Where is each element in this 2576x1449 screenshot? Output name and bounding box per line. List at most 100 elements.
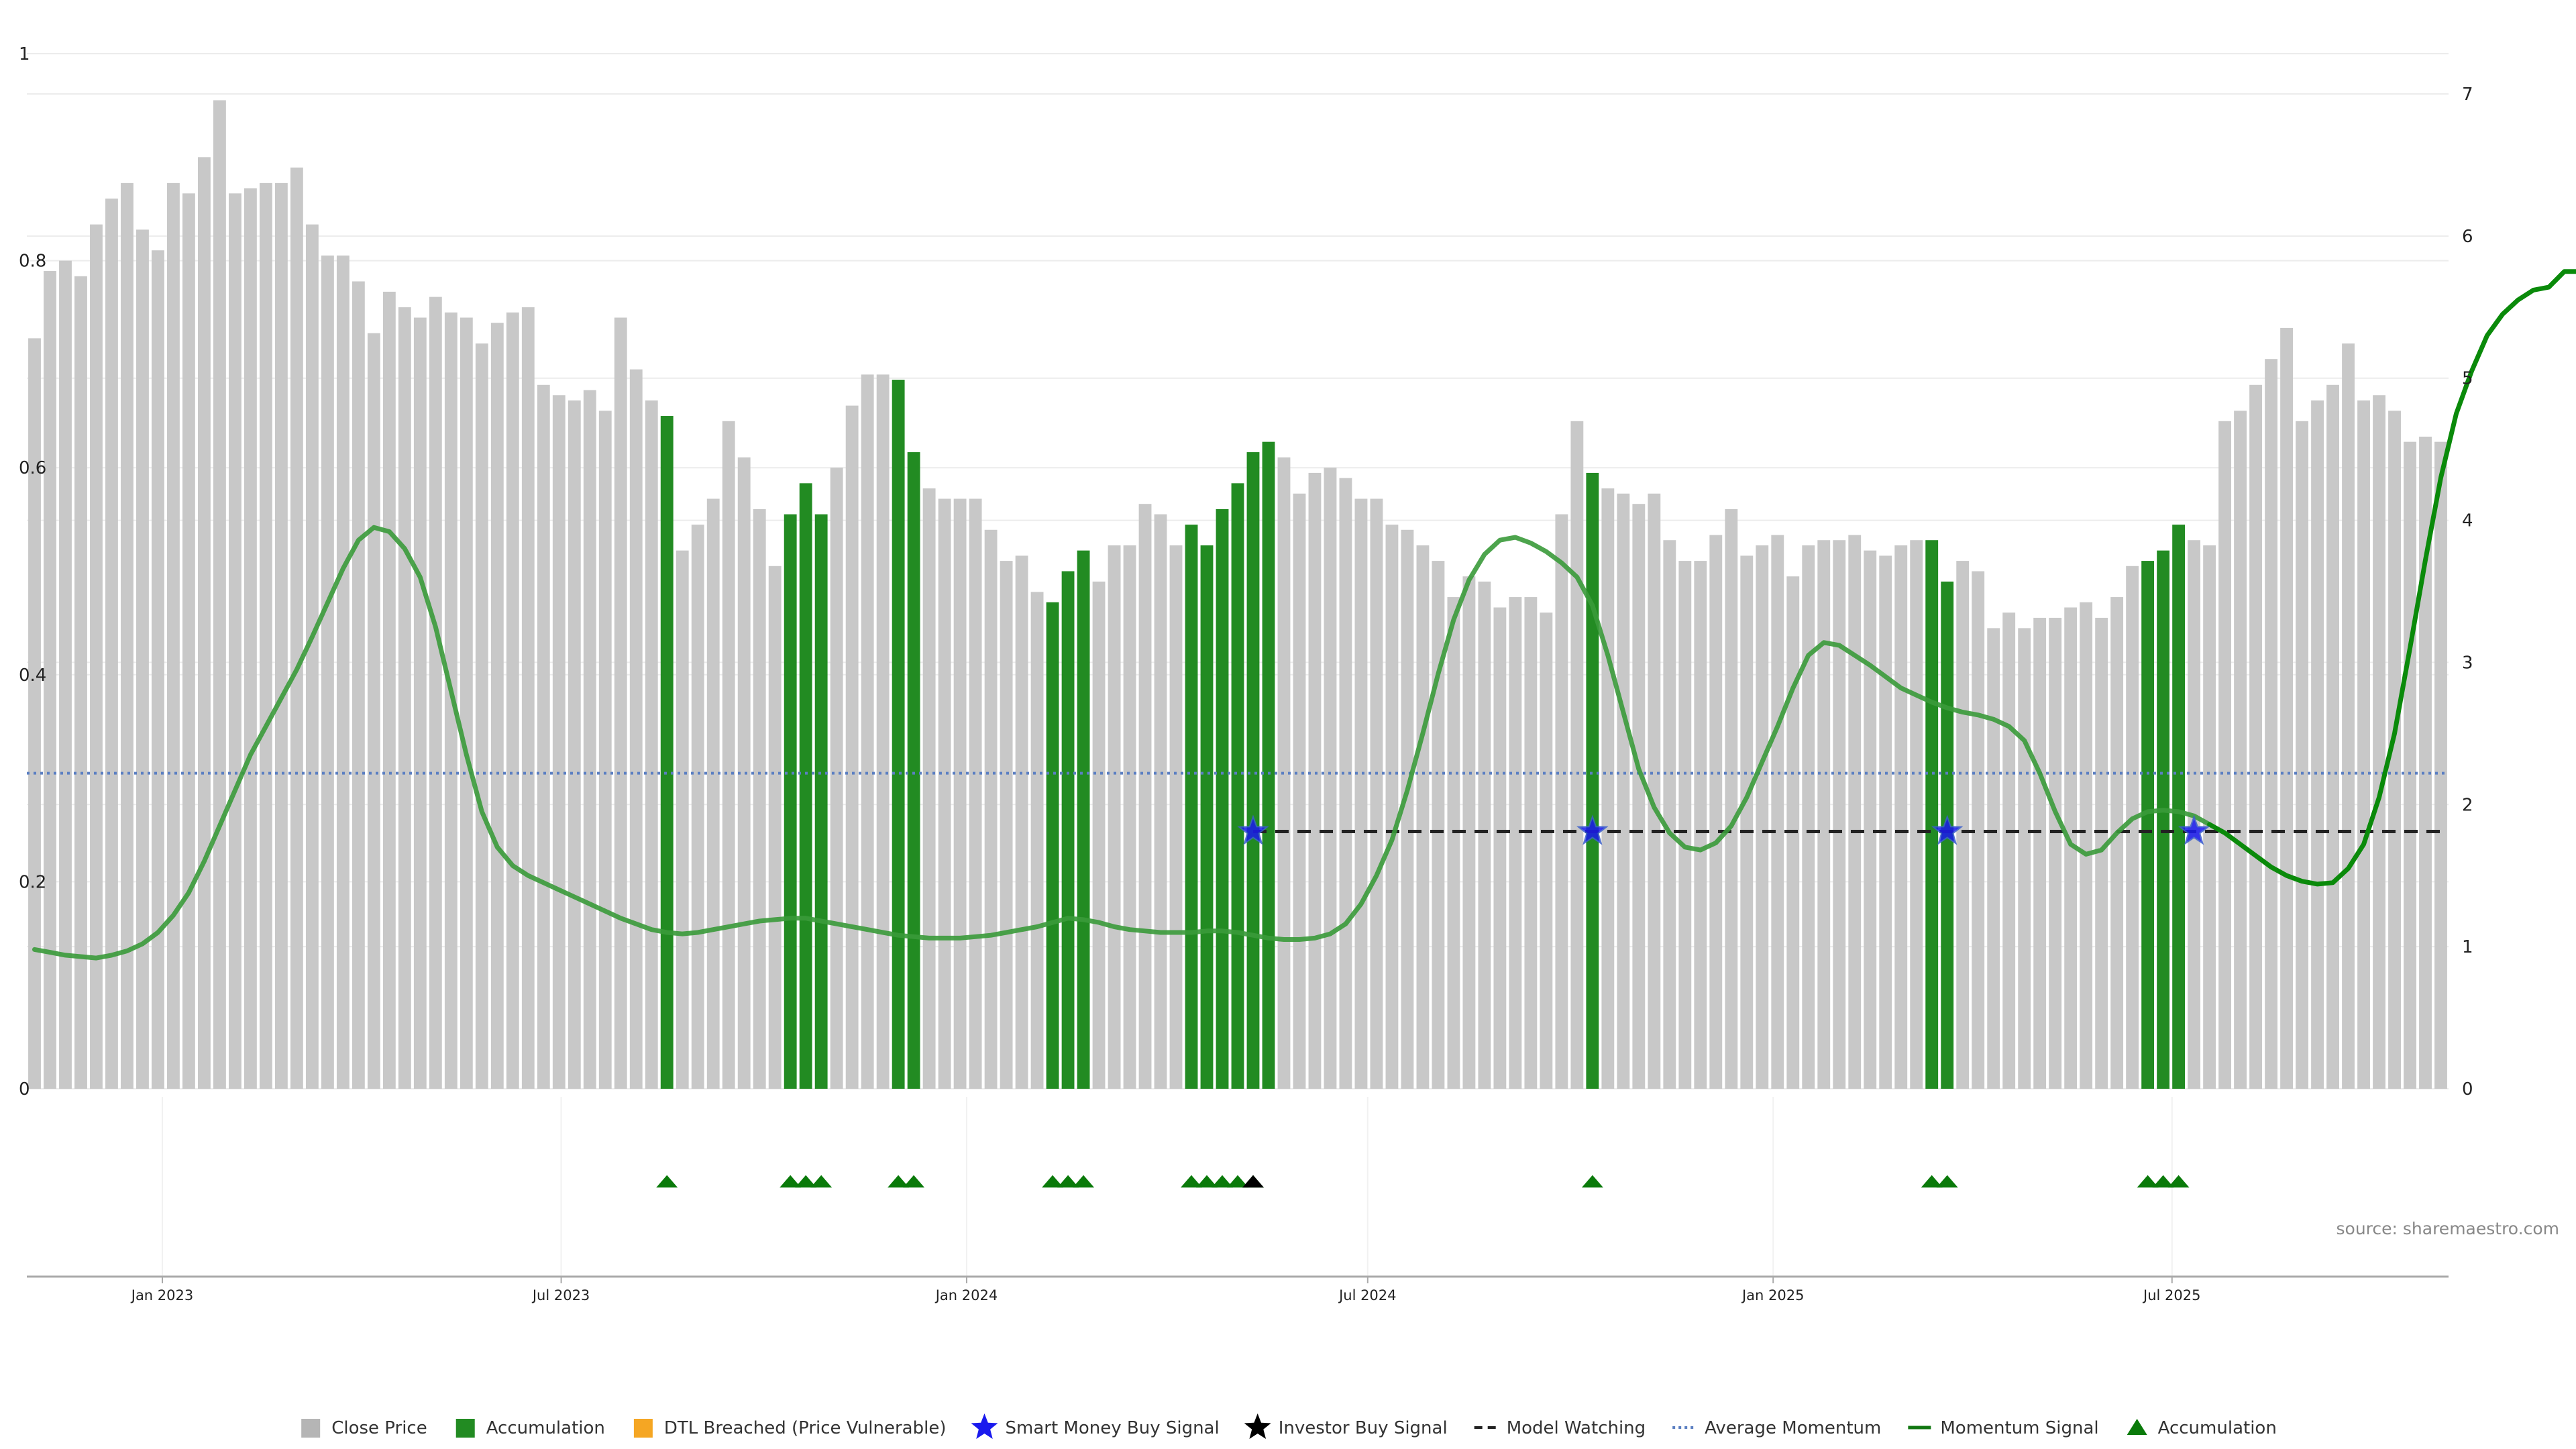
close-price-bar (1894, 545, 1908, 1089)
accumulation-markers (656, 1175, 2190, 1188)
close-price-bar (413, 317, 427, 1089)
close-price-bar (2373, 395, 2385, 1089)
close-price-bar (244, 188, 257, 1089)
close-price-bar (460, 317, 473, 1089)
accumulation-marker (1936, 1175, 1958, 1188)
close-price-bar (182, 193, 195, 1089)
accumulation-bar (1216, 508, 1229, 1089)
close-price-bar (2080, 602, 2093, 1089)
left-tick-label: 0.6 (19, 458, 46, 478)
close-price-bar (1416, 545, 1430, 1089)
close-price-bar (197, 157, 211, 1089)
smart-money-buy-star (1931, 814, 1964, 845)
close-price-bar (2388, 411, 2401, 1089)
close-price-bar (490, 323, 504, 1089)
close-price-bar (2296, 421, 2308, 1089)
accumulation-bar (2141, 561, 2155, 1089)
close-price-bar (1678, 561, 1692, 1089)
x-tick-label: Jan 2025 (1741, 1287, 1805, 1303)
close-price-bar (1293, 493, 1306, 1089)
close-price-bar (753, 508, 766, 1089)
legend-symbol-square (455, 1419, 475, 1438)
close-price-bar (2280, 327, 2293, 1089)
close-price-bar (1324, 468, 1337, 1089)
close-price-bar (2357, 400, 2370, 1089)
legend-label: Accumulation (486, 1418, 605, 1438)
close-price-bar (1030, 592, 1044, 1089)
close-price-bar (938, 498, 951, 1089)
accumulation-marker (1196, 1175, 1218, 1188)
indicator-lines (27, 269, 2576, 961)
accumulation-bar (2157, 550, 2170, 1089)
accumulation-bar (907, 452, 920, 1089)
right-tick-label: 1 (2462, 937, 2473, 957)
close-price-bar (969, 498, 982, 1089)
legend-item: Accumulation (455, 1418, 605, 1438)
close-price-bar (382, 291, 396, 1089)
accumulation-bar (1925, 540, 1939, 1089)
close-price-bar (845, 405, 859, 1089)
accumulation-bar (1185, 525, 1198, 1089)
right-tick-label: 3 (2462, 653, 2473, 673)
accumulation-bar (660, 416, 674, 1089)
accumulation-marker (795, 1175, 817, 1188)
close-price-bar (1385, 525, 1399, 1089)
close-price-bar (2110, 597, 2124, 1089)
legend-label: Average Momentum (1705, 1418, 1881, 1438)
legend-item: Model Watching (1474, 1418, 1646, 1438)
close-price-bar (2203, 545, 2216, 1089)
close-price-bar (1524, 597, 1538, 1089)
close-price-bar (2249, 384, 2263, 1089)
close-price-bar (2218, 421, 2232, 1089)
close-price-bar (1000, 561, 1013, 1089)
smart-money-buy-star (1237, 814, 1269, 845)
close-price-bar (583, 390, 596, 1089)
close-price-bar (274, 182, 288, 1089)
legend-label: Smart Money Buy Signal (1006, 1418, 1220, 1438)
legend-label: Accumulation (2158, 1418, 2277, 1438)
close-price-bar (737, 457, 751, 1089)
accumulation-bar (1061, 571, 1075, 1089)
close-price-bar (614, 317, 627, 1089)
left-tick-label: 0.2 (19, 872, 46, 892)
accumulation-bar (1231, 483, 1244, 1089)
close-price-bar (352, 281, 365, 1089)
accumulation-bar (784, 514, 797, 1089)
legend-label: Close Price (331, 1418, 427, 1438)
right-tick-label: 6 (2462, 227, 2473, 247)
close-price-bar (105, 199, 118, 1089)
right-tick-label: 4 (2462, 511, 2473, 531)
right-tick-label: 2 (2462, 795, 2473, 815)
accumulation-bar (1077, 550, 1090, 1089)
legend-item: Investor Buy Signal (1244, 1413, 1448, 1439)
accumulation-marker (1581, 1175, 1603, 1188)
accumulation-marker (1057, 1175, 1079, 1188)
accumulation-marker (1042, 1175, 1064, 1188)
price-bars (28, 100, 2447, 1089)
close-price-bar (1601, 488, 1615, 1089)
legend-symbol-square (633, 1419, 653, 1438)
left-tick-label: 1 (19, 44, 30, 64)
close-price-bar (2126, 566, 2139, 1089)
close-price-bar (1370, 498, 1383, 1089)
close-price-bar (1169, 545, 1183, 1089)
legend-label: DTL Breached (Price Vulnerable) (664, 1418, 947, 1438)
close-price-bar (59, 260, 72, 1089)
accumulation-marker (1921, 1175, 1943, 1188)
close-price-bar (1555, 514, 1568, 1089)
close-price-bar (598, 411, 612, 1089)
close-price-bar (1509, 597, 1522, 1089)
legend-label: Investor Buy Signal (1279, 1418, 1448, 1438)
legend-label: Momentum Signal (1940, 1418, 2098, 1438)
accumulation-bar (1046, 602, 1059, 1089)
close-price-bar (321, 255, 334, 1089)
momentum-signal-line (32, 525, 2212, 961)
close-price-bar (1740, 555, 1754, 1089)
legend-symbol-triangle (2127, 1419, 2147, 1435)
right-tick-label: 7 (2462, 85, 2473, 105)
legend-symbol-square (301, 1419, 321, 1438)
close-price-bar (1756, 545, 1769, 1089)
close-price-bar (1848, 535, 1862, 1089)
x-tick-label: Jul 2023 (531, 1287, 590, 1303)
accumulation-marker (810, 1175, 833, 1188)
